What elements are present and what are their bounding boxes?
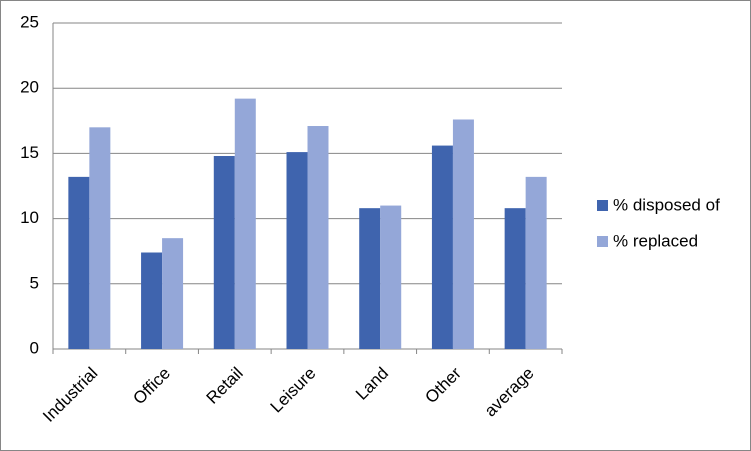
legend-label: % replaced — [613, 231, 698, 250]
y-tick-label: 20 — [20, 78, 39, 97]
legend-label: % disposed of — [613, 195, 720, 214]
y-tick-label: 15 — [20, 143, 39, 162]
bar — [380, 205, 402, 349]
bar — [234, 98, 256, 349]
legend-swatch — [597, 200, 608, 211]
bar — [89, 127, 111, 349]
bar — [162, 238, 184, 349]
bar — [359, 208, 381, 349]
y-tick-label: 10 — [20, 208, 39, 227]
bar — [141, 252, 163, 349]
bar — [452, 119, 474, 349]
y-tick-label: 5 — [30, 273, 39, 292]
bar — [286, 152, 308, 349]
bar — [68, 176, 90, 349]
legend-swatch — [597, 236, 608, 247]
bar — [504, 208, 526, 349]
y-tick-label: 25 — [20, 12, 39, 31]
bar — [431, 145, 453, 349]
bar — [213, 156, 235, 349]
y-tick-label: 0 — [30, 338, 39, 357]
bar — [525, 176, 547, 349]
bar — [307, 126, 329, 350]
